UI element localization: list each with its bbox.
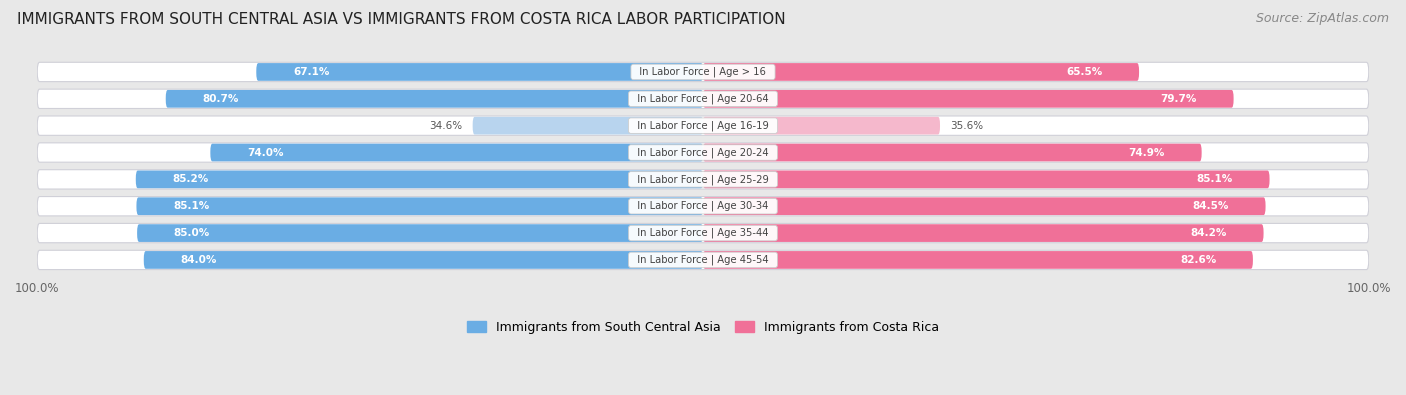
Text: In Labor Force | Age 30-34: In Labor Force | Age 30-34 — [631, 201, 775, 211]
Text: In Labor Force | Age 16-19: In Labor Force | Age 16-19 — [631, 120, 775, 131]
Text: 34.6%: 34.6% — [430, 120, 463, 131]
Text: In Labor Force | Age 25-29: In Labor Force | Age 25-29 — [631, 174, 775, 184]
Text: 79.7%: 79.7% — [1160, 94, 1197, 104]
FancyBboxPatch shape — [37, 89, 1369, 109]
FancyBboxPatch shape — [703, 63, 1139, 81]
FancyBboxPatch shape — [703, 144, 1202, 162]
FancyBboxPatch shape — [703, 198, 1265, 215]
FancyBboxPatch shape — [472, 117, 703, 135]
FancyBboxPatch shape — [37, 197, 1369, 216]
FancyBboxPatch shape — [703, 117, 941, 135]
FancyBboxPatch shape — [37, 143, 1369, 162]
Text: 35.6%: 35.6% — [950, 120, 983, 131]
Text: In Labor Force | Age 35-44: In Labor Force | Age 35-44 — [631, 228, 775, 238]
Text: In Labor Force | Age 20-64: In Labor Force | Age 20-64 — [631, 94, 775, 104]
Text: In Labor Force | Age 45-54: In Labor Force | Age 45-54 — [631, 255, 775, 265]
FancyBboxPatch shape — [37, 62, 1369, 82]
FancyBboxPatch shape — [211, 144, 703, 162]
Text: 85.2%: 85.2% — [173, 174, 208, 184]
Legend: Immigrants from South Central Asia, Immigrants from Costa Rica: Immigrants from South Central Asia, Immi… — [467, 321, 939, 333]
FancyBboxPatch shape — [256, 63, 703, 81]
Text: 65.5%: 65.5% — [1066, 67, 1102, 77]
FancyBboxPatch shape — [138, 224, 703, 242]
Text: Source: ZipAtlas.com: Source: ZipAtlas.com — [1256, 12, 1389, 25]
Text: 84.0%: 84.0% — [180, 255, 217, 265]
FancyBboxPatch shape — [703, 90, 1233, 108]
Text: 67.1%: 67.1% — [292, 67, 329, 77]
Text: 84.5%: 84.5% — [1192, 201, 1229, 211]
FancyBboxPatch shape — [166, 90, 703, 108]
FancyBboxPatch shape — [37, 116, 1369, 135]
Text: 82.6%: 82.6% — [1180, 255, 1216, 265]
FancyBboxPatch shape — [143, 251, 703, 269]
FancyBboxPatch shape — [136, 198, 703, 215]
FancyBboxPatch shape — [37, 224, 1369, 243]
Text: 74.9%: 74.9% — [1129, 147, 1166, 158]
FancyBboxPatch shape — [703, 224, 1264, 242]
Text: In Labor Force | Age 20-24: In Labor Force | Age 20-24 — [631, 147, 775, 158]
FancyBboxPatch shape — [37, 250, 1369, 270]
Text: 84.2%: 84.2% — [1191, 228, 1227, 238]
Text: 85.1%: 85.1% — [1197, 174, 1233, 184]
FancyBboxPatch shape — [37, 170, 1369, 189]
FancyBboxPatch shape — [703, 171, 1270, 188]
Text: 80.7%: 80.7% — [202, 94, 239, 104]
Text: 85.0%: 85.0% — [174, 228, 209, 238]
Text: 85.1%: 85.1% — [173, 201, 209, 211]
FancyBboxPatch shape — [136, 171, 703, 188]
Text: IMMIGRANTS FROM SOUTH CENTRAL ASIA VS IMMIGRANTS FROM COSTA RICA LABOR PARTICIPA: IMMIGRANTS FROM SOUTH CENTRAL ASIA VS IM… — [17, 12, 786, 27]
FancyBboxPatch shape — [703, 251, 1253, 269]
Text: In Labor Force | Age > 16: In Labor Force | Age > 16 — [634, 67, 772, 77]
Text: 74.0%: 74.0% — [247, 147, 284, 158]
